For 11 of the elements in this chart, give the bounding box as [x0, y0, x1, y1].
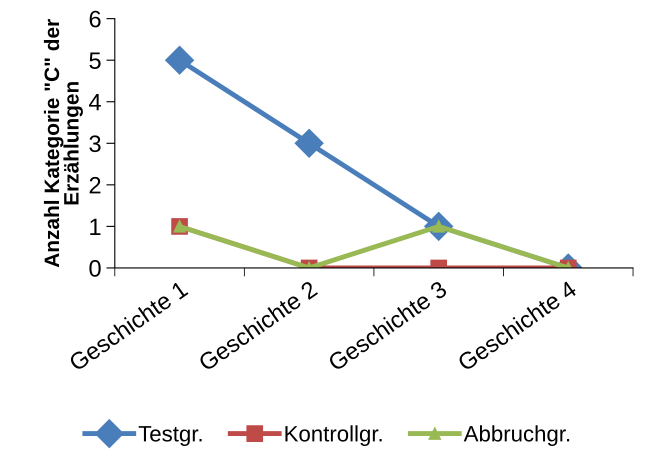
y-tick-label: 0: [89, 260, 101, 277]
y-axis-title: Anzahl Kategorie "C" der Erzählungen: [44, 19, 83, 268]
y-tick-label: 6: [90, 10, 101, 28]
y-tick-label: 1: [90, 218, 100, 235]
legend-label: Testgr.: [138, 426, 202, 446]
legend-label: Kontrollgr.: [285, 425, 382, 446]
y-tick-label: 4: [89, 94, 101, 110]
y-tick-label: 2: [90, 176, 100, 194]
y-tick-label: 3: [89, 135, 101, 152]
legend-label: Abbruchgr.: [464, 425, 570, 446]
y-tick-label: 5: [89, 52, 101, 69]
